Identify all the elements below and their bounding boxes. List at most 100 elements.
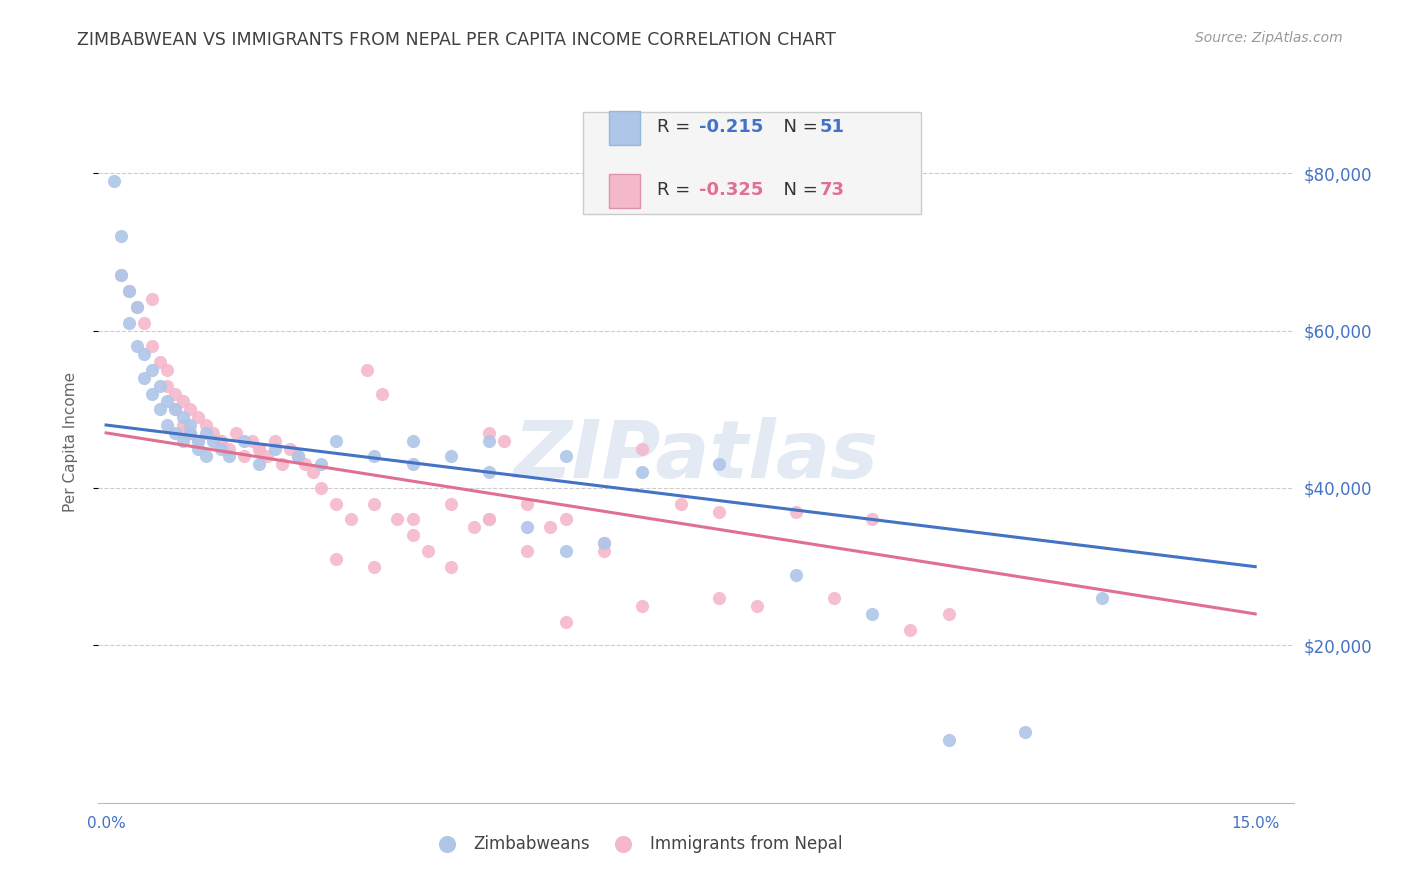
Point xyxy=(401,512,423,526)
Point xyxy=(593,536,616,550)
Point xyxy=(110,229,132,244)
Point xyxy=(593,544,616,558)
Point xyxy=(240,434,263,448)
Legend: Zimbabweans, Immigrants from Nepal: Zimbabweans, Immigrants from Nepal xyxy=(423,828,849,860)
Point xyxy=(110,268,132,283)
Point xyxy=(141,363,163,377)
Point xyxy=(194,417,217,432)
Text: R =: R = xyxy=(657,181,696,199)
Point xyxy=(156,417,179,432)
Point xyxy=(287,450,309,464)
Point xyxy=(440,559,463,574)
Point xyxy=(309,458,332,472)
Point xyxy=(172,417,194,432)
Text: -0.215: -0.215 xyxy=(699,118,763,136)
Point xyxy=(593,536,616,550)
Point xyxy=(900,623,922,637)
Point xyxy=(478,465,501,479)
Point xyxy=(163,386,186,401)
Point xyxy=(938,732,960,747)
Point xyxy=(463,520,485,534)
Point xyxy=(118,284,141,298)
Point xyxy=(134,371,156,385)
Point xyxy=(554,544,576,558)
Point xyxy=(401,458,423,472)
Point xyxy=(302,465,325,479)
Point xyxy=(669,497,692,511)
Point xyxy=(233,450,256,464)
Point xyxy=(209,434,232,448)
Point xyxy=(516,497,538,511)
Point xyxy=(278,442,301,456)
Point xyxy=(256,450,278,464)
Point xyxy=(416,544,439,558)
Point xyxy=(325,497,347,511)
Text: Source: ZipAtlas.com: Source: ZipAtlas.com xyxy=(1195,31,1343,45)
Point xyxy=(125,300,148,314)
Point xyxy=(172,434,194,448)
Point xyxy=(194,450,217,464)
Point xyxy=(631,442,654,456)
Point xyxy=(187,434,209,448)
Point xyxy=(325,434,347,448)
Point xyxy=(141,339,163,353)
Point xyxy=(707,505,730,519)
Text: ZIMBABWEAN VS IMMIGRANTS FROM NEPAL PER CAPITA INCOME CORRELATION CHART: ZIMBABWEAN VS IMMIGRANTS FROM NEPAL PER … xyxy=(77,31,837,49)
Point xyxy=(494,434,516,448)
Point xyxy=(294,458,316,472)
Point xyxy=(785,505,807,519)
Point xyxy=(163,402,186,417)
Point xyxy=(179,417,201,432)
Point xyxy=(263,434,285,448)
Point xyxy=(247,442,270,456)
Point xyxy=(371,386,394,401)
Point xyxy=(478,434,501,448)
Point xyxy=(202,434,225,448)
Text: R =: R = xyxy=(657,118,696,136)
Point xyxy=(401,528,423,542)
Point xyxy=(172,394,194,409)
Point xyxy=(218,450,240,464)
Point xyxy=(187,410,209,425)
Point xyxy=(385,512,409,526)
Point xyxy=(110,268,132,283)
Point xyxy=(440,450,463,464)
Point xyxy=(631,465,654,479)
Point xyxy=(478,425,501,440)
Point xyxy=(149,402,172,417)
Point xyxy=(478,512,501,526)
Y-axis label: Per Capita Income: Per Capita Income xyxy=(63,371,77,512)
Point xyxy=(179,425,201,440)
Point xyxy=(134,347,156,361)
Point xyxy=(823,591,845,606)
Point xyxy=(134,316,156,330)
Text: -0.325: -0.325 xyxy=(699,181,763,199)
Text: 73: 73 xyxy=(820,181,845,199)
Point xyxy=(707,458,730,472)
Text: N =: N = xyxy=(772,118,824,136)
Point xyxy=(156,363,179,377)
Point xyxy=(194,425,217,440)
Point xyxy=(356,363,378,377)
Text: ZIPatlas: ZIPatlas xyxy=(513,417,879,495)
Point xyxy=(309,481,332,495)
Point xyxy=(125,339,148,353)
Point xyxy=(202,425,225,440)
Point xyxy=(103,174,125,188)
Point xyxy=(141,386,163,401)
Point xyxy=(118,284,141,298)
Point xyxy=(179,425,201,440)
Point xyxy=(172,410,194,425)
Point xyxy=(785,567,807,582)
Point xyxy=(233,434,256,448)
Point xyxy=(363,450,385,464)
Point xyxy=(156,378,179,392)
Point xyxy=(118,316,141,330)
Point xyxy=(287,450,309,464)
Point xyxy=(938,607,960,621)
Point xyxy=(340,512,363,526)
Point xyxy=(747,599,769,613)
Point xyxy=(516,544,538,558)
Point xyxy=(263,442,285,456)
Point xyxy=(707,591,730,606)
